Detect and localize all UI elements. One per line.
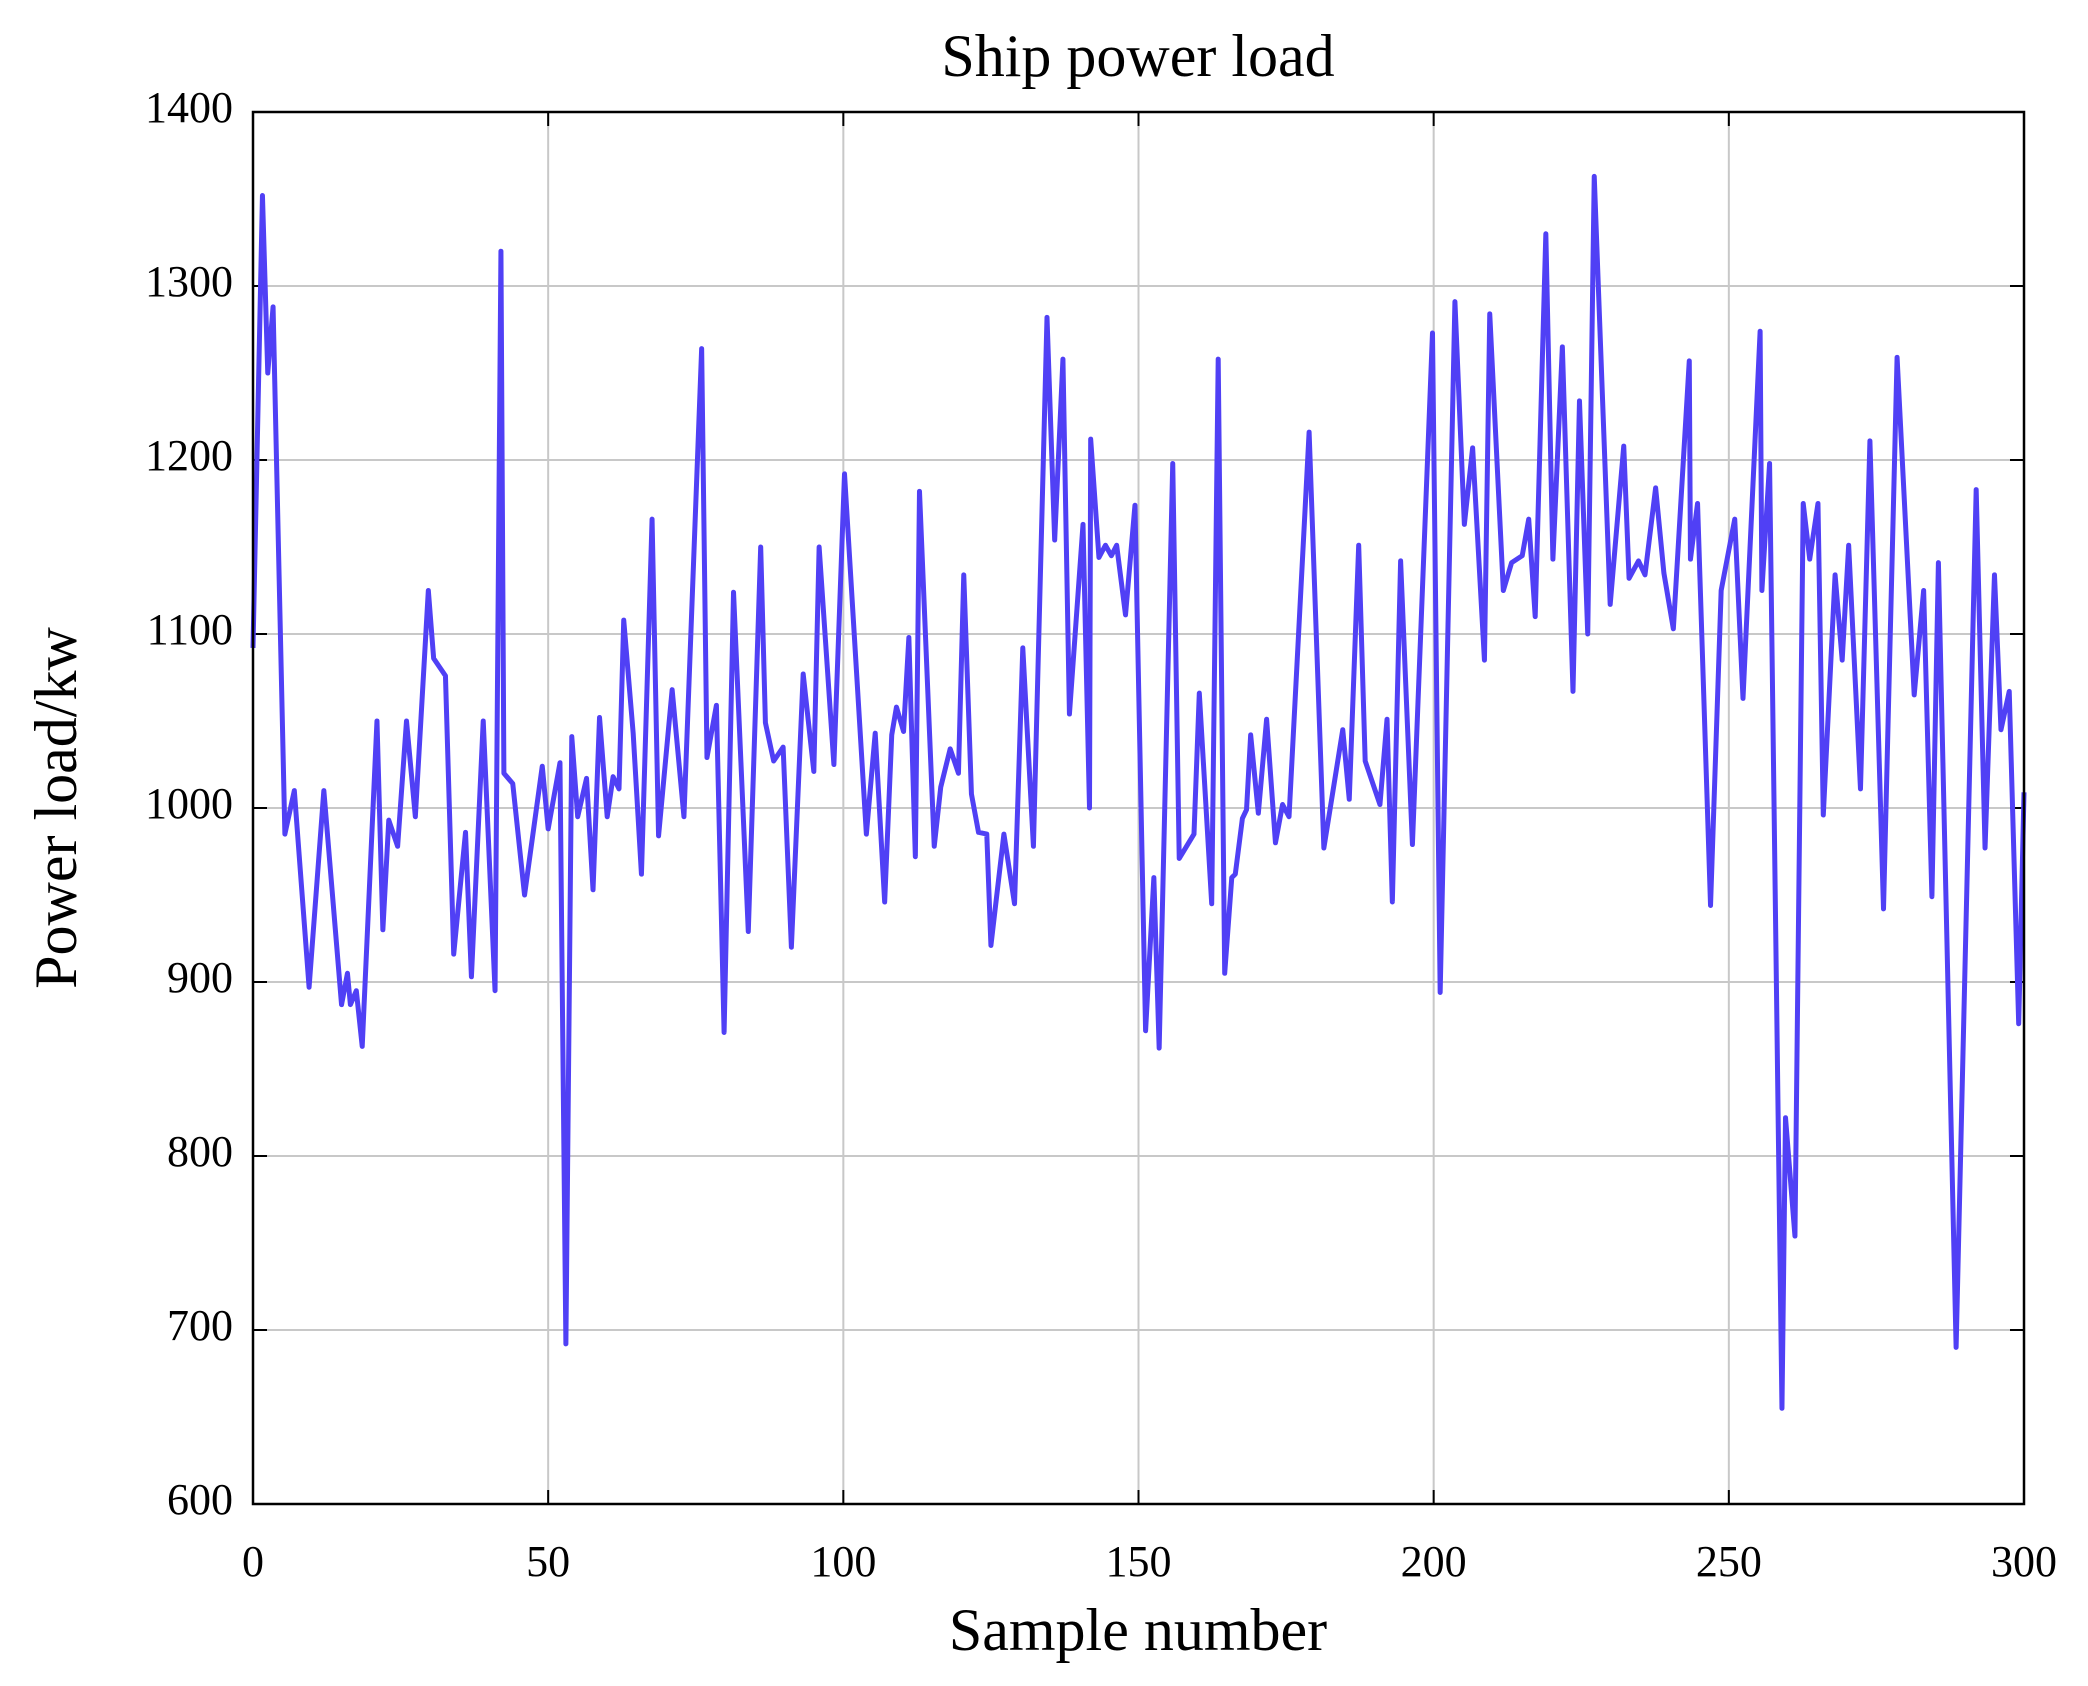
x-tick-label: 300 [1991,1537,2057,1586]
y-tick-label: 600 [167,1475,233,1524]
x-tick-label: 100 [810,1537,876,1586]
y-tick-label: 1400 [145,83,233,132]
x-tick-label: 50 [526,1537,570,1586]
data-line [250,173,2027,1411]
y-tick-label: 1300 [145,257,233,306]
x-tick-label: 250 [1696,1537,1762,1586]
x-axis-label: Sample number [949,1597,1327,1663]
x-tick-label: 0 [242,1537,264,1586]
y-tick-label: 1100 [147,605,233,654]
y-tick-label: 700 [167,1301,233,1350]
y-tick-label: 1200 [145,431,233,480]
y-axis-label: Power load/kw [23,627,89,989]
y-tick-label: 800 [167,1127,233,1176]
plot-frame [251,110,2026,1506]
chart-title: Ship power load [941,23,1334,89]
y-tick-label: 900 [167,953,233,1002]
x-tick-label: 150 [1106,1537,1172,1586]
y-tick-label: 1000 [145,779,233,828]
x-tick-label: 200 [1401,1537,1467,1586]
